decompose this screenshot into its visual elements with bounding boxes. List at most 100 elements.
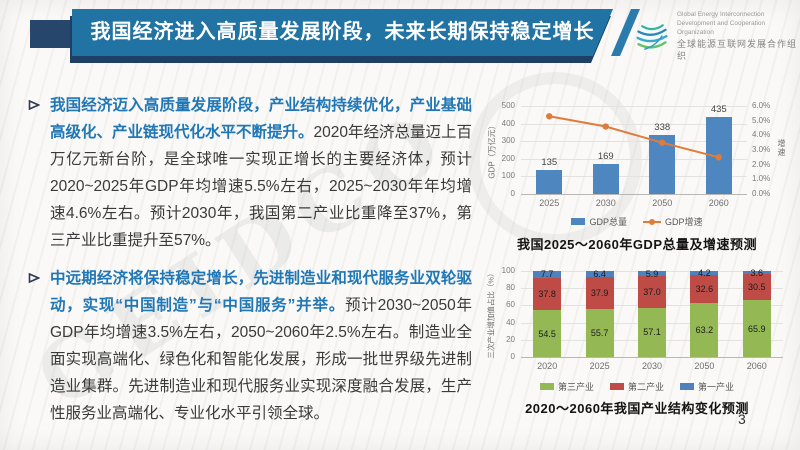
stack-segment-第一产业-2030 xyxy=(638,271,666,277)
stack-segment-第二产业-2050 xyxy=(690,274,719,303)
right-axis-tick: 3.0% xyxy=(752,145,771,154)
y-axis-tick: 100 xyxy=(501,266,515,275)
y-axis-tick: 100 xyxy=(501,171,515,181)
right-axis-tick: 6.0% xyxy=(752,101,771,110)
y-axis-tick: 60 xyxy=(506,300,515,310)
bullet-item-1: 我国经济迈入高质量发展阶段，产业结构持续优化，产业基础高级化、产业链现代化水平不… xyxy=(28,92,472,254)
stack-segment-第三产业-2060 xyxy=(742,300,771,357)
segment-value-label: 55.7 xyxy=(590,328,609,339)
slide-title-banner: 我国经济进入高质量发展阶段，未来长期保持稳定增长 xyxy=(72,9,613,56)
bullet-text-1: 我国经济迈入高质量发展阶段，产业结构持续优化，产业基础高级化、产业链现代化水平不… xyxy=(50,92,472,254)
gdp-growth-line xyxy=(549,115,720,159)
logo-text-en-2: Development and Cooperation Organization xyxy=(676,19,766,36)
legend-label: GDP总量 xyxy=(589,217,627,227)
stack-segment-第三产业-2020 xyxy=(533,310,562,357)
bullet-text-2: 中远期经济将保持稳定增长，先进制造业和现代服务业双轮驱动，实现“中国制造”与“中… xyxy=(50,265,472,427)
x-axis-label: 2060 xyxy=(746,361,767,371)
logo-text-cn: 全球能源互联网发展合作组织 xyxy=(676,39,797,62)
title-accent-block xyxy=(30,20,70,48)
right-axis-tick: 1.0% xyxy=(752,174,771,184)
bar-value-label: 135 xyxy=(541,157,558,169)
segment-value-label: 30.5 xyxy=(748,282,766,293)
y-axis-tick: 0 xyxy=(510,189,515,198)
y-axis-tick: 20 xyxy=(506,334,515,344)
segment-value-label: 32.6 xyxy=(695,283,714,294)
x-axis-label: 2020 xyxy=(537,361,558,371)
right-axis-tick: 2.0% xyxy=(752,159,771,169)
legend-swatch-line xyxy=(643,218,661,225)
globe-icon xyxy=(636,21,668,52)
industry-chart-caption: 2020～2060年我国产业结构变化预测 xyxy=(525,401,749,416)
legend-item: 第二产业 xyxy=(609,380,664,393)
x-axis-label: 2025 xyxy=(589,361,610,371)
stack-segment-第二产业-2030 xyxy=(638,276,666,308)
segment-value-label: 7.7 xyxy=(540,269,554,280)
logo-text-en-1: Global Energy Interconnection xyxy=(676,11,765,18)
segment-value-label: 65.9 xyxy=(748,323,766,334)
segment-value-label: 37.9 xyxy=(590,287,609,298)
bullet-2-rest: 预计2030~2050年GDP年均增速3.5%左右，2050~2060年2.5%… xyxy=(50,297,472,422)
right-axis-title: 增速 xyxy=(777,139,786,157)
org-logo: Global Energy Interconnection Developmen… xyxy=(634,11,800,63)
x-axis-label: 2030 xyxy=(595,198,616,208)
segment-value-label: 6.4 xyxy=(593,268,606,279)
segment-value-label: 37.0 xyxy=(643,286,661,297)
legend-label: 第二产业 xyxy=(627,382,664,392)
y-axis-tick: 400 xyxy=(501,118,515,128)
stack-segment-第二产业-2060 xyxy=(742,274,771,301)
y-axis-title: 三次产业增加值占比（%） xyxy=(486,269,496,359)
segment-value-label: 37.8 xyxy=(538,288,556,299)
x-axis-label: 2060 xyxy=(708,198,729,208)
legend-dot xyxy=(649,218,655,225)
segment-value-label: 63.2 xyxy=(695,324,714,335)
gridline xyxy=(521,194,747,195)
bullet-1-highlight: 我国经济迈入高质量发展阶段，产业结构持续优化，产业基础高级化、产业链现代化水平不… xyxy=(50,97,472,141)
stack-segment-第一产业-2060 xyxy=(742,271,771,275)
y-axis-tick: 0 xyxy=(510,352,515,361)
stack-segment-第一产业-2050 xyxy=(690,271,719,275)
bullet-2-highlight: 中远期经济将保持稳定增长，先进制造业和现代服务业双轮驱动，实现“中国制造”与“中… xyxy=(50,270,472,314)
y-axis-tick: 40 xyxy=(506,317,515,327)
legend-item: 第三产业 xyxy=(539,380,594,393)
gdp-growth-marker xyxy=(546,113,553,120)
bullet-arrow-icon xyxy=(28,265,42,427)
segment-value-label: 57.1 xyxy=(643,327,661,338)
stack-segment-第二产业-2020 xyxy=(533,277,562,311)
right-axis-tick: 0.0% xyxy=(752,189,771,198)
stack-segment-第三产业-2050 xyxy=(690,302,719,357)
stack-segment-第一产业-2025 xyxy=(585,271,614,277)
legend-swatch xyxy=(609,383,624,390)
legend-swatch xyxy=(571,218,586,225)
bullet-1-rest: 2020年经济总量迈上百万亿元新台阶，是全球唯一实现正增长的主要经济体，预计20… xyxy=(50,124,472,249)
legend-swatch xyxy=(539,383,554,390)
legend-label: 第一产业 xyxy=(698,382,735,392)
bar-value-label: 435 xyxy=(710,104,727,116)
gdp-bar-2030 xyxy=(592,164,619,194)
legend-item: 第一产业 xyxy=(680,380,734,393)
gridline xyxy=(521,106,747,107)
gdp-bar-2050 xyxy=(649,134,676,194)
y-axis-tick: 80 xyxy=(506,283,515,293)
left-axis-title: GDP（万亿元） xyxy=(487,121,497,179)
y-axis-tick: 200 xyxy=(501,153,515,163)
right-axis-tick: 5.0% xyxy=(752,115,771,125)
gdp-bar-2025 xyxy=(536,170,563,194)
legend-item: GDP总量 xyxy=(571,215,627,228)
org-logo-text: Global Energy Interconnection Developmen… xyxy=(677,11,800,63)
segment-value-label: 54.5 xyxy=(538,328,556,339)
body-content: 我国经济迈入高质量发展阶段，产业结构持续优化，产业基础高级化、产业链现代化水平不… xyxy=(28,92,472,438)
y-axis-tick: 300 xyxy=(501,136,515,146)
legend-item: GDP增速 xyxy=(643,215,703,228)
x-axis-label: 2030 xyxy=(641,361,663,371)
chart-legend: 第三产业 第二产业 第一产业 xyxy=(483,380,791,393)
bar-value-label: 338 xyxy=(654,121,671,133)
stack-segment-第一产业-2020 xyxy=(533,271,562,278)
page-number: 3 xyxy=(738,411,746,427)
stack-segment-第二产业-2025 xyxy=(585,276,614,310)
chart-legend: GDP总量 GDP增速 xyxy=(483,215,791,228)
slide-title: 我国经济进入高质量发展阶段，未来长期保持稳定增长 xyxy=(90,21,595,43)
legend-swatch xyxy=(680,383,694,390)
gridline xyxy=(521,158,747,160)
x-axis-label: 2050 xyxy=(694,361,715,371)
